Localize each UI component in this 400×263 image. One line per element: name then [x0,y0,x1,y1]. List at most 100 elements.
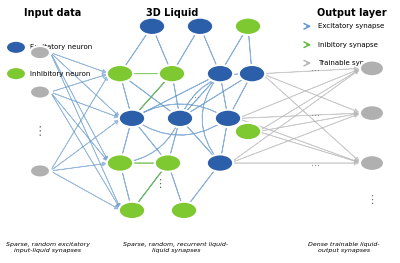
Text: ...: ... [192,90,200,100]
Circle shape [167,110,193,127]
FancyArrowPatch shape [120,166,132,208]
FancyArrowPatch shape [201,29,219,71]
Circle shape [207,65,233,82]
FancyArrowPatch shape [186,165,218,208]
Text: 3D Liquid: 3D Liquid [146,8,198,18]
FancyArrowPatch shape [232,70,359,161]
FancyArrowPatch shape [265,67,358,74]
FancyArrowPatch shape [52,55,108,161]
FancyArrowPatch shape [248,29,254,71]
Circle shape [187,18,213,35]
Text: ⋮: ⋮ [366,195,378,205]
FancyArrowPatch shape [169,166,184,208]
FancyArrowPatch shape [53,74,106,91]
FancyArrowPatch shape [134,120,166,161]
FancyArrowPatch shape [52,94,108,161]
FancyArrowPatch shape [53,162,106,171]
Circle shape [360,105,384,121]
Text: ...: ... [312,158,320,168]
FancyArrowPatch shape [264,75,359,161]
FancyArrowPatch shape [123,161,165,165]
FancyArrowPatch shape [182,75,250,117]
FancyArrowPatch shape [52,54,119,117]
FancyArrowPatch shape [220,76,229,116]
Circle shape [139,18,165,35]
FancyArrowPatch shape [53,53,106,73]
FancyArrowPatch shape [182,120,218,161]
FancyArrowPatch shape [52,55,120,208]
FancyArrowPatch shape [240,69,359,118]
Circle shape [30,85,50,99]
Circle shape [360,155,384,171]
FancyArrowPatch shape [153,29,171,71]
Text: Dense trainable liquid-
output synapses: Dense trainable liquid- output synapses [308,242,380,253]
FancyArrowPatch shape [120,76,132,116]
FancyArrowPatch shape [123,72,169,76]
Circle shape [119,202,145,219]
Text: Input data: Input data [24,8,81,18]
FancyArrowPatch shape [264,74,359,113]
FancyArrowPatch shape [123,121,179,163]
Circle shape [30,164,50,178]
FancyArrowPatch shape [182,76,218,116]
FancyArrowPatch shape [241,111,358,118]
FancyArrowPatch shape [120,121,132,160]
Text: Sparse, random excitatory
input-liquid synapses: Sparse, random excitatory input-liquid s… [6,242,90,253]
Text: ⋮: ⋮ [34,125,46,138]
Text: ⋮: ⋮ [154,179,166,189]
FancyArrowPatch shape [134,76,170,116]
Circle shape [215,110,241,127]
FancyArrowPatch shape [52,94,120,208]
Text: ...: ... [312,63,320,73]
FancyArrowPatch shape [230,120,246,130]
FancyArrowPatch shape [168,121,180,160]
Circle shape [159,65,185,82]
Circle shape [239,65,265,82]
Circle shape [6,41,26,54]
FancyArrowPatch shape [229,76,251,116]
FancyArrowPatch shape [181,71,249,116]
Text: Output layer: Output layer [317,8,387,18]
FancyArrowPatch shape [134,120,226,135]
FancyArrowPatch shape [52,76,108,169]
FancyArrowPatch shape [52,120,119,169]
Circle shape [207,154,233,172]
Text: Sparse, random, recurrent liquid-
liquid synapses: Sparse, random, recurrent liquid- liquid… [124,242,228,253]
Circle shape [360,60,384,76]
Circle shape [119,110,145,127]
FancyArrowPatch shape [261,132,358,163]
FancyArrowPatch shape [232,114,359,162]
FancyArrowPatch shape [240,119,358,163]
FancyArrowPatch shape [53,172,119,209]
FancyArrowPatch shape [134,165,166,208]
FancyArrowPatch shape [222,29,247,71]
FancyArrowPatch shape [134,165,166,208]
FancyArrowPatch shape [202,76,218,161]
Text: Trainable synapse: Trainable synapse [318,60,381,66]
FancyArrowPatch shape [134,75,218,117]
Circle shape [6,67,26,80]
Circle shape [235,18,261,35]
FancyArrowPatch shape [261,112,358,131]
Text: Inhibitory neuron: Inhibitory neuron [30,71,90,77]
FancyArrowPatch shape [260,70,359,130]
Text: Excitatory neuron: Excitatory neuron [30,44,92,50]
FancyArrowPatch shape [122,75,178,117]
Text: ...: ... [312,108,320,118]
Circle shape [155,154,181,172]
FancyArrowPatch shape [172,76,181,116]
FancyArrowPatch shape [122,28,150,71]
FancyArrowPatch shape [233,161,358,165]
FancyArrowPatch shape [53,93,118,118]
FancyArrowPatch shape [219,121,228,160]
Circle shape [235,123,261,140]
Circle shape [107,154,133,172]
Text: Excitatory synapse: Excitatory synapse [318,23,384,29]
FancyArrowPatch shape [174,29,199,71]
Circle shape [30,46,50,59]
Circle shape [171,202,197,219]
FancyArrowPatch shape [134,76,170,116]
FancyArrowPatch shape [134,104,226,117]
Text: Inibitory synapse: Inibitory synapse [318,42,378,48]
Circle shape [107,65,133,82]
